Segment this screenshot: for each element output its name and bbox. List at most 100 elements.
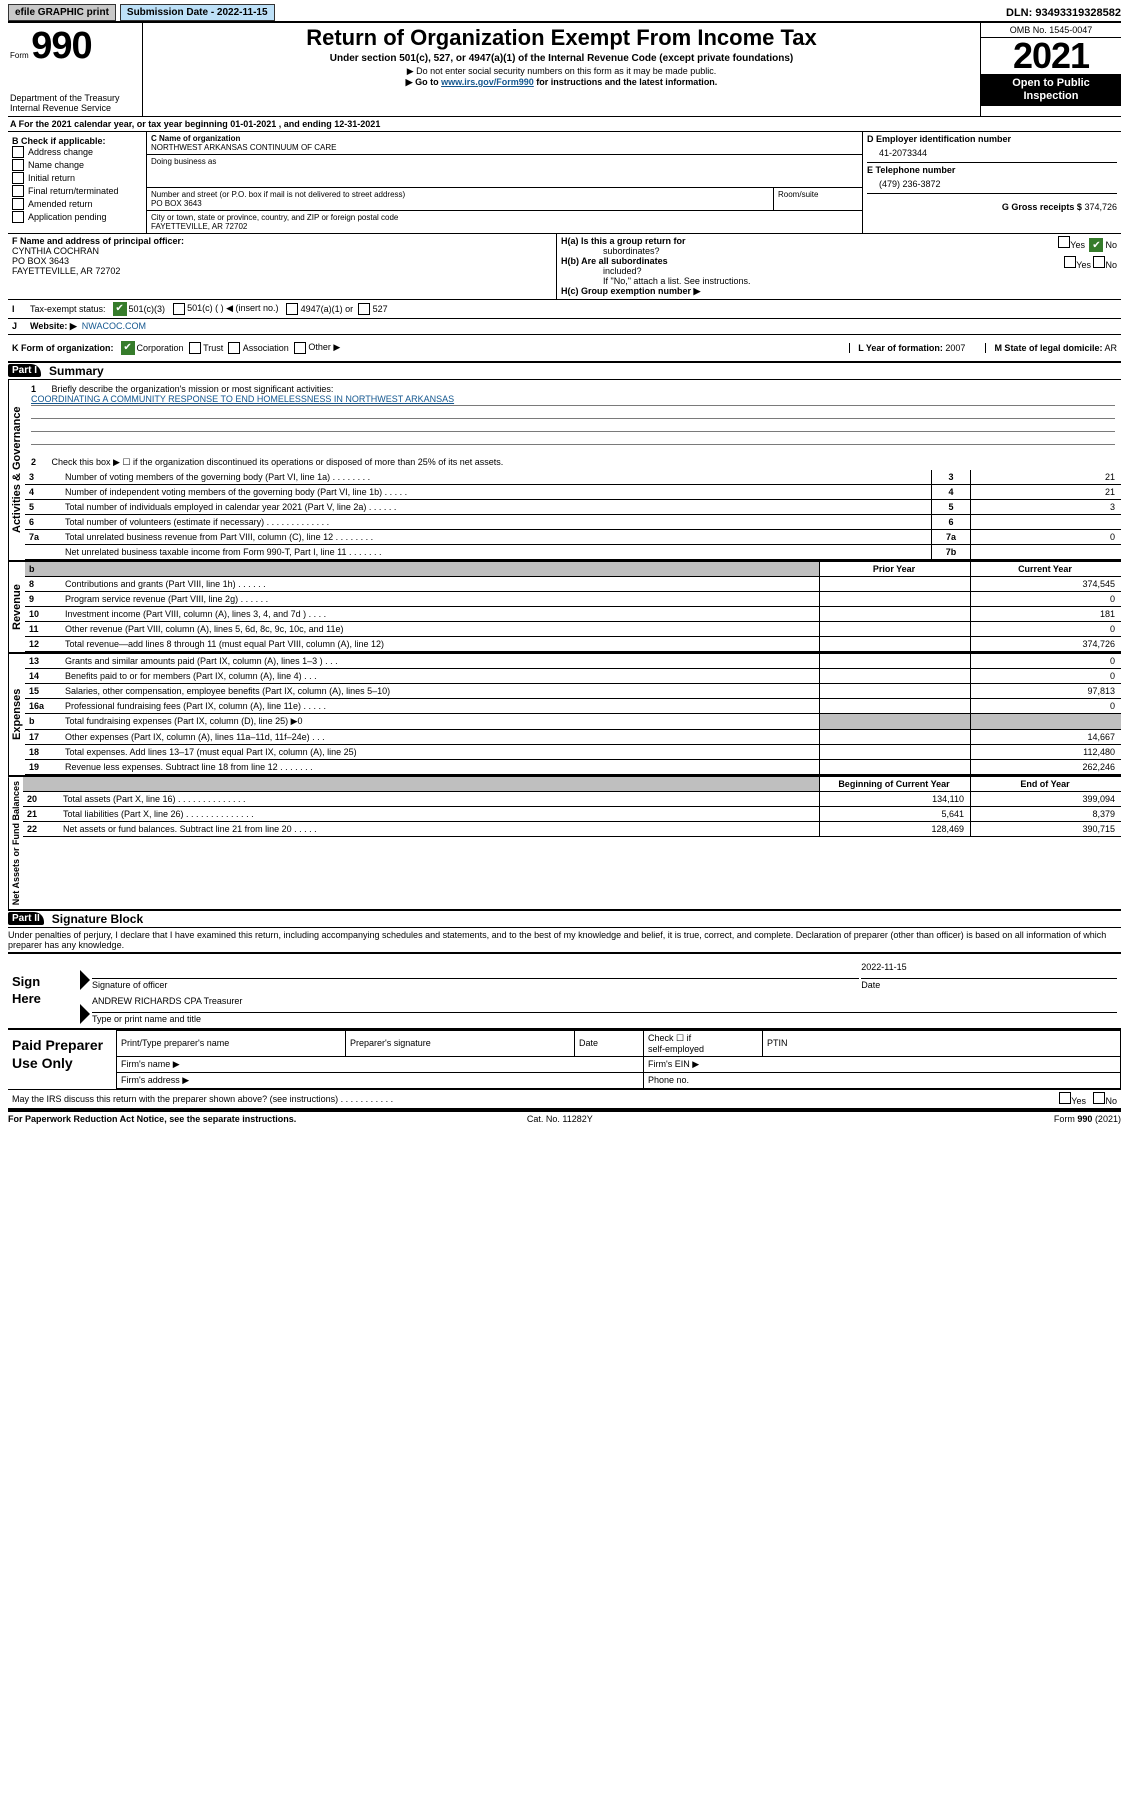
sign-here-label: Sign Here bbox=[8, 954, 76, 1028]
org-name: NORTHWEST ARKANSAS CONTINUUM OF CARE bbox=[151, 143, 858, 152]
table-row: 15Salaries, other compensation, employee… bbox=[25, 683, 1121, 698]
p-col-name: Print/Type preparer's name bbox=[117, 1030, 346, 1056]
p-firm-addr: Firm's address ▶ bbox=[117, 1072, 644, 1088]
ein-value: 41-2073344 bbox=[867, 144, 1117, 158]
governance-table: 3Number of voting members of the governi… bbox=[25, 470, 1121, 560]
boy-hdr: Beginning of Current Year bbox=[820, 777, 971, 792]
p-col-date: Date bbox=[575, 1030, 644, 1056]
l-label: L Year of formation: bbox=[858, 343, 943, 353]
line-i-letter: I bbox=[12, 304, 30, 314]
form-number-block: Form 990 Department of the Treasury Inte… bbox=[8, 23, 143, 116]
p-col-check: Check ☐ if bbox=[648, 1033, 758, 1044]
table-row: 14Benefits paid to or for members (Part … bbox=[25, 668, 1121, 683]
perjury-declaration: Under penalties of perjury, I declare th… bbox=[8, 928, 1121, 952]
col-b-header: B Check if applicable: bbox=[12, 136, 142, 146]
col-c-org-info: C Name of organization NORTHWEST ARKANSA… bbox=[147, 132, 863, 233]
p-firm-name: Firm's name ▶ bbox=[117, 1056, 644, 1072]
form-label: Form bbox=[10, 51, 29, 60]
paperwork-notice: For Paperwork Reduction Act Notice, see … bbox=[8, 1114, 296, 1124]
table-row: 17Other expenses (Part IX, column (A), l… bbox=[25, 729, 1121, 744]
table-row: 19Revenue less expenses. Subtract line 1… bbox=[25, 759, 1121, 774]
phone-label: E Telephone number bbox=[867, 165, 1117, 175]
mission-text: COORDINATING A COMMUNITY RESPONSE TO END… bbox=[31, 394, 1115, 406]
submission-date-badge: Submission Date - 2022-11-15 bbox=[120, 4, 275, 21]
check-icon: ✔ bbox=[1089, 238, 1103, 252]
table-row: 8Contributions and grants (Part VIII, li… bbox=[25, 576, 1121, 591]
p-firm-ein: Firm's EIN ▶ bbox=[644, 1056, 1121, 1072]
p-col-sig: Preparer's signature bbox=[346, 1030, 575, 1056]
line2-text: Check this box ▶ ☐ if the organization d… bbox=[52, 457, 504, 467]
ha-label: H(a) Is this a group return for bbox=[561, 236, 686, 246]
opt-4947: 4947(a)(1) or bbox=[301, 304, 354, 314]
table-row: Net unrelated business taxable income fr… bbox=[25, 544, 1121, 559]
suite-label: Room/suite bbox=[778, 190, 858, 199]
paid-preparer-label: Paid Preparer Use Only bbox=[8, 1030, 116, 1089]
tax-exempt-label: Tax-exempt status: bbox=[30, 304, 106, 314]
k-label: K Form of organization: bbox=[12, 343, 114, 353]
cb-amended-return: Amended return bbox=[12, 198, 142, 210]
officer-name: CYNTHIA COCHRAN bbox=[12, 246, 99, 256]
gross-receipts-value: 374,726 bbox=[1084, 202, 1117, 212]
form-subtitle: Under section 501(c), 527, or 4947(a)(1)… bbox=[149, 53, 974, 64]
sig-name-label: Type or print name and title bbox=[92, 1012, 1117, 1024]
tax-year: 2021 bbox=[981, 38, 1121, 74]
form-footer: Form 990 (2021) bbox=[1054, 1114, 1121, 1124]
table-row: 6Total number of volunteers (estimate if… bbox=[25, 514, 1121, 529]
opt-501c3: 501(c)(3) bbox=[129, 304, 166, 314]
form-note-1: ▶ Do not enter social security numbers o… bbox=[149, 66, 974, 77]
table-row: 5Total number of individuals employed in… bbox=[25, 499, 1121, 514]
phone-value: (479) 236-3872 bbox=[867, 175, 1117, 189]
form-title-block: Return of Organization Exempt From Incom… bbox=[143, 23, 980, 116]
col-b-checkboxes: B Check if applicable: Address change Na… bbox=[8, 132, 147, 233]
hb-label: H(b) Are all subordinates bbox=[561, 256, 668, 266]
efile-badge: efile GRAPHIC print bbox=[8, 4, 116, 21]
table-row: 18Total expenses. Add lines 13–17 (must … bbox=[25, 744, 1121, 759]
check-icon: ✔ bbox=[113, 302, 127, 316]
hb-note: If "No," attach a list. See instructions… bbox=[561, 276, 1117, 286]
cb-name-change: Name change bbox=[12, 159, 142, 171]
paid-preparer-table: Print/Type preparer's name Preparer's si… bbox=[116, 1030, 1121, 1089]
k-corp: Corporation bbox=[137, 343, 184, 353]
website-link[interactable]: NWACOC.COM bbox=[82, 321, 146, 331]
l-value: 2007 bbox=[945, 343, 965, 353]
table-row: 13Grants and similar amounts paid (Part … bbox=[25, 654, 1121, 669]
sig-date-label: Date bbox=[861, 978, 1117, 990]
netassets-table: Beginning of Current Year End of Year 20… bbox=[23, 777, 1121, 837]
section-expenses-label: Expenses bbox=[8, 654, 25, 775]
form-title: Return of Organization Exempt From Incom… bbox=[149, 25, 974, 51]
m-value: AR bbox=[1104, 343, 1117, 353]
inspection-line-2: Inspection bbox=[983, 90, 1119, 103]
opt-527: 527 bbox=[373, 304, 388, 314]
table-row: 21Total liabilities (Part X, line 26) . … bbox=[23, 806, 1121, 821]
expenses-table: 13Grants and similar amounts paid (Part … bbox=[25, 654, 1121, 775]
cb-final-return: Final return/terminated bbox=[12, 185, 142, 197]
sig-officer-label: Signature of officer bbox=[92, 978, 859, 990]
table-row: 22Net assets or fund balances. Subtract … bbox=[23, 821, 1121, 836]
table-row: 3Number of voting members of the governi… bbox=[25, 470, 1121, 485]
hb-sub: included? bbox=[561, 266, 1117, 276]
k-trust: Trust bbox=[203, 343, 223, 353]
section-netassets-label: Net Assets or Fund Balances bbox=[8, 777, 23, 909]
form-note-2: ▶ Go to www.irs.gov/Form990 for instruct… bbox=[149, 77, 974, 88]
part1-header: Part I bbox=[8, 364, 41, 377]
row-a: A For the 2021 calendar year, or tax yea… bbox=[8, 117, 1121, 132]
org-name-label: C Name of organization bbox=[151, 134, 858, 143]
section-revenue-label: Revenue bbox=[8, 562, 25, 652]
table-row: 12Total revenue—add lines 8 through 11 (… bbox=[25, 636, 1121, 651]
inspection-line-1: Open to Public bbox=[983, 77, 1119, 90]
eoy-hdr: End of Year bbox=[971, 777, 1122, 792]
city-label: City or town, state or province, country… bbox=[151, 213, 858, 222]
irs-link[interactable]: www.irs.gov/Form990 bbox=[441, 77, 534, 87]
website-label: Website: ▶ bbox=[30, 321, 77, 332]
arrow-icon bbox=[80, 1004, 90, 1024]
table-row: 4Number of independent voting members of… bbox=[25, 484, 1121, 499]
year-block: OMB No. 1545-0047 2021 Open to Public In… bbox=[980, 23, 1121, 116]
p-phone: Phone no. bbox=[644, 1072, 1121, 1088]
city-value: FAYETTEVILLE, AR 72702 bbox=[151, 222, 858, 231]
officer-label: F Name and address of principal officer: bbox=[12, 236, 184, 246]
ein-label: D Employer identification number bbox=[867, 134, 1117, 144]
table-row: bTotal fundraising expenses (Part IX, co… bbox=[25, 713, 1121, 729]
part2-header: Part II bbox=[8, 912, 44, 925]
gross-receipts-label: G Gross receipts $ bbox=[1002, 202, 1082, 212]
table-row: 20Total assets (Part X, line 16) . . . .… bbox=[23, 791, 1121, 806]
